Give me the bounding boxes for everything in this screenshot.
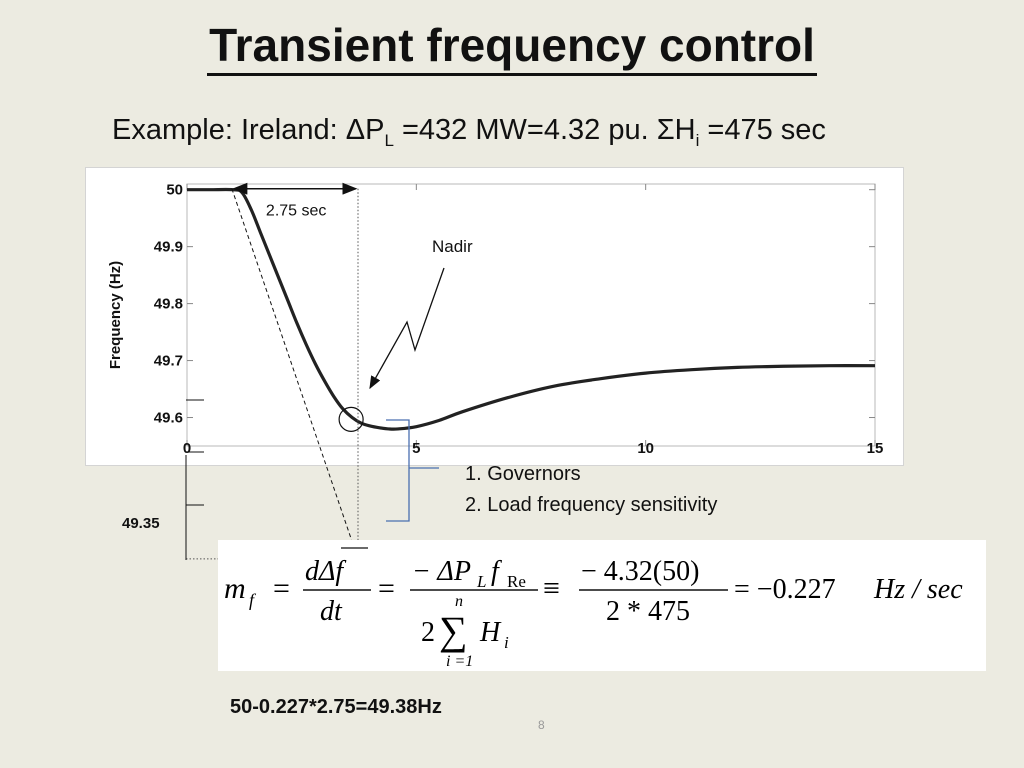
frequency-curve (186, 187, 876, 431)
y-tick-label: 49.8 (154, 296, 183, 313)
low-level-label: 49.35 (122, 515, 160, 532)
formula-t1-num: dΔf (305, 556, 346, 587)
interval-label: 2.75 sec (266, 203, 326, 220)
formula-result: = −0.227 (734, 574, 836, 605)
y-tick-label: 49.6 (154, 410, 183, 427)
formula-t2-num: − ΔP (412, 556, 471, 587)
formula-t2-den-H: H (479, 617, 502, 648)
formula-t3-num: − 4.32(50) (581, 556, 699, 587)
formula-t3-den: 2 * 475 (606, 596, 690, 627)
formula-t2-den-bot: i =1 (446, 653, 473, 670)
y-axis-label: Frequency (Hz) (107, 261, 124, 369)
formula-eq1: = (273, 572, 290, 605)
formula-t2-num-f: f (491, 556, 502, 587)
formula-t2-den-Hsub: i (504, 633, 509, 652)
formula-eq2: = (378, 572, 395, 605)
x-tick-label: 10 (637, 440, 654, 457)
formula-t2-den-2: 2 (421, 617, 435, 648)
formula-t2-den-top: n (455, 593, 463, 610)
formula-t2-num-sub1: L (476, 572, 486, 591)
nadir-circle (338, 406, 364, 432)
nadir-arrow (369, 267, 445, 390)
page-number: 8 (538, 718, 545, 732)
y-tick-label: 49.7 (154, 353, 183, 370)
blue-bracket (386, 419, 439, 522)
nadir-label: Nadir (432, 237, 473, 256)
formula-lhs: m (224, 572, 246, 605)
y-tick-label: 50 (166, 182, 183, 199)
delta-p-subscript: L (384, 130, 394, 150)
frequency-chart-svg: 0 5 10 15 49.6 49.7 49.8 49.9 50 Frequency (Hz) (107, 182, 884, 457)
formula-lhs-sub: f (249, 590, 257, 610)
x-tick-label: 0 (183, 440, 191, 457)
x-tick-label: 5 (412, 440, 420, 457)
formula-eq3: ≡ (543, 572, 560, 605)
tangent-line (231, 188, 359, 560)
mechanism-governors: 1. Governors (465, 463, 581, 485)
delta-p-value: =432 MW=4.32 pu. (393, 114, 657, 146)
frequency-chart: 0 5 10 15 49.6 49.7 49.8 49.9 50 Frequency (Hz) (85, 167, 904, 466)
formula-t2-num-sub2: Re (507, 572, 526, 591)
sigma-h-subscript: i (695, 130, 700, 150)
formula-result-unit: Hz / sec (873, 574, 963, 605)
mechanism-load-sensitivity: 2. Load frequency sensitivity (465, 494, 718, 516)
rocof-formula: m f = dΔf dt = − ΔP L f Re 2 ∑ n i =1 H … (224, 547, 963, 670)
x-tick-label: 15 (867, 440, 884, 457)
example-prefix: Example: Ireland: (112, 114, 346, 146)
formula-t2-den-sum: ∑ (439, 608, 468, 653)
response-mechanisms-list: 1. Governors 2. Load frequency sensitivi… (465, 459, 717, 521)
delta-p-symbol: ΔP (345, 114, 385, 146)
example-line: Example: Ireland: ΔPL =432 MW=4.32 pu. Σ… (112, 114, 826, 151)
formula-t1-den: dt (320, 596, 343, 627)
slide-title: Transient frequency control (0, 18, 1024, 76)
result-calculation: 50-0.227*2.75=49.38Hz (230, 696, 442, 718)
sigma-h-value: =475 sec (699, 114, 826, 146)
sigma-h-symbol: ΣH (656, 114, 696, 146)
rocof-formula-box: m f = dΔf dt = − ΔP L f Re 2 ∑ n i =1 H … (218, 540, 986, 671)
y-tick-label: 49.9 (154, 239, 183, 256)
plot-frame (186, 183, 876, 447)
